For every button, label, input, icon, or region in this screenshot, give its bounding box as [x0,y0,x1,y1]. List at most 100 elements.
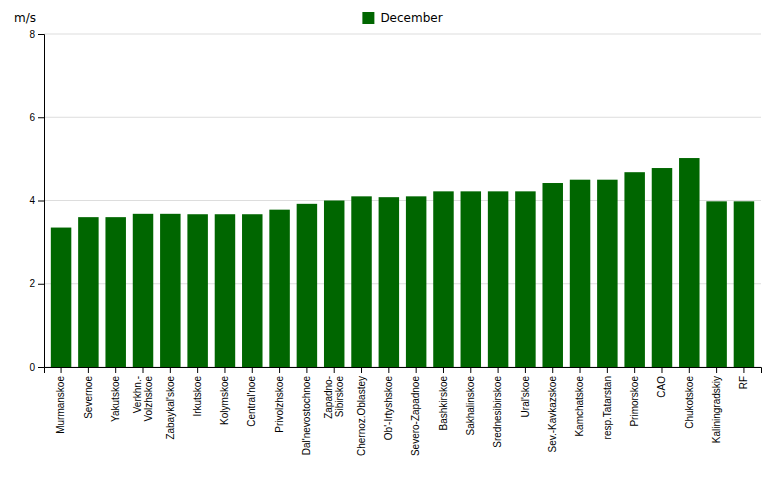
tick-mark [689,367,690,373]
tick-label-line: resp.Tatarstan [602,376,613,439]
tick: Zapadno-Sibirskoe [323,367,345,419]
grid-line [44,34,761,35]
tick-mark [661,367,662,373]
tick: Ob'-Irtyshskoe [383,367,394,440]
tick: Kolymskoe [219,367,230,425]
tick-mark [38,117,44,118]
tick-label-line: Verkhn.- [132,376,143,413]
bar [706,201,726,367]
tick: Central'noe [246,367,257,427]
bar [51,228,71,367]
tick-mark [170,367,171,373]
tick-label: Chukotskoe [684,376,695,429]
plot: 0 2 4 6 8 Murmanskoe Severnoe Yakutskoe Verkhn.-… [29,29,761,456]
tick: Sakhalinskoe [465,367,476,435]
tick-mark [634,367,635,373]
bar [297,204,317,367]
tick-label-line: Volzhskoe [143,376,154,422]
tick-mark [552,367,553,373]
tick-label: Sev.-Kavkazskoe [547,376,558,453]
bar [215,214,235,367]
tick-label-line: Central'noe [246,376,257,427]
tick-label: Primorskoe [629,376,640,427]
bar [488,191,508,367]
tick: Yakutskoe [110,367,121,422]
tick-label: Kaliningradskiy [711,376,722,443]
bar [133,214,153,367]
tick-label: Kamchatskoe [574,376,585,437]
tick-mark [743,367,744,373]
tick-mark [716,367,717,373]
tick: resp.Tatarstan [602,367,613,439]
axis-domain [38,35,45,368]
tick: 6 [29,112,44,123]
bar [570,180,590,367]
tick-label: 8 [29,29,35,40]
axis-domain [45,368,762,374]
tick-label: Bashkirskoe [438,376,449,431]
tick: Irkutskoe [192,367,203,417]
tick-label: Srednesibirskoe [492,376,503,448]
tick-label-line: Bashkirskoe [438,376,449,431]
tick-label-line: Murmanskoe [55,376,66,434]
tick-label-line: Srednesibirskoe [492,376,503,448]
tick: 0 [29,362,44,373]
tick-mark [580,367,581,373]
bar [461,191,481,367]
x-axis: Murmanskoe Severnoe Yakutskoe Verkhn.-Volzh… [45,367,762,456]
bar [105,217,125,367]
tick-label-line: CAO [656,376,667,398]
tick-label-line: Severnoe [83,376,94,419]
chart: 0 2 4 6 8 Murmanskoe Severnoe Yakutskoe Verkhn.-… [0,0,777,479]
tick-mark [143,367,144,373]
tick: CAO [656,367,667,398]
tick-label-line: Kolymskoe [219,376,230,425]
tick: Dal'nevostochnoe [301,367,312,455]
tick-mark [197,367,198,373]
bar [187,214,207,367]
tick-mark [361,367,362,373]
tick-label: 6 [29,112,35,123]
tick-mark [525,367,526,373]
tick-label-line: Yakutskoe [110,376,121,422]
tick-label-line: Irkutskoe [192,376,203,417]
tick-mark [498,367,499,373]
tick-label-line: Zabaykal'skoe [165,376,176,440]
tick-label: 4 [29,195,35,206]
tick-mark [388,367,389,373]
tick: 8 [29,29,44,40]
tick-label: resp.Tatarstan [602,376,613,439]
tick-mark [38,34,44,35]
grid [44,34,761,367]
bar [624,172,644,367]
legend-item: December [362,11,442,25]
bar [242,214,262,367]
bar [515,191,535,367]
tick-label-line: Dal'nevostochnoe [301,376,312,456]
tick-label-line: Ural'skoe [520,376,531,418]
tick: RF [738,367,749,389]
tick-label-line: Kaliningradskiy [711,376,722,443]
tick: Chukotskoe [684,367,695,429]
tick-label-line: Ob'-Irtyshskoe [383,376,394,441]
tick-label-line: Sakhalinskoe [465,376,476,436]
bar [734,201,754,367]
tick-label: Ob'-Irtyshskoe [383,376,394,441]
y-axis: 0 2 4 6 8 [29,29,44,373]
tick-mark [38,367,44,368]
tick-label: Murmanskoe [55,376,66,434]
bar [433,191,453,367]
tick: Privolzhskoe [274,367,285,433]
tick-label-line: Sev.-Kavkazskoe [547,376,558,453]
tick-mark [88,367,89,373]
tick: Kaliningradskiy [711,367,722,443]
tick-label: Yakutskoe [110,376,121,422]
tick: 2 [29,278,44,289]
tick-label: 0 [29,362,35,373]
tick: Srednesibirskoe [492,367,503,448]
bar [379,197,399,367]
legend-swatch [362,12,374,24]
tick-label: Sakhalinskoe [465,376,476,436]
tick-mark [252,367,253,373]
tick-label: Central'noe [246,376,257,427]
